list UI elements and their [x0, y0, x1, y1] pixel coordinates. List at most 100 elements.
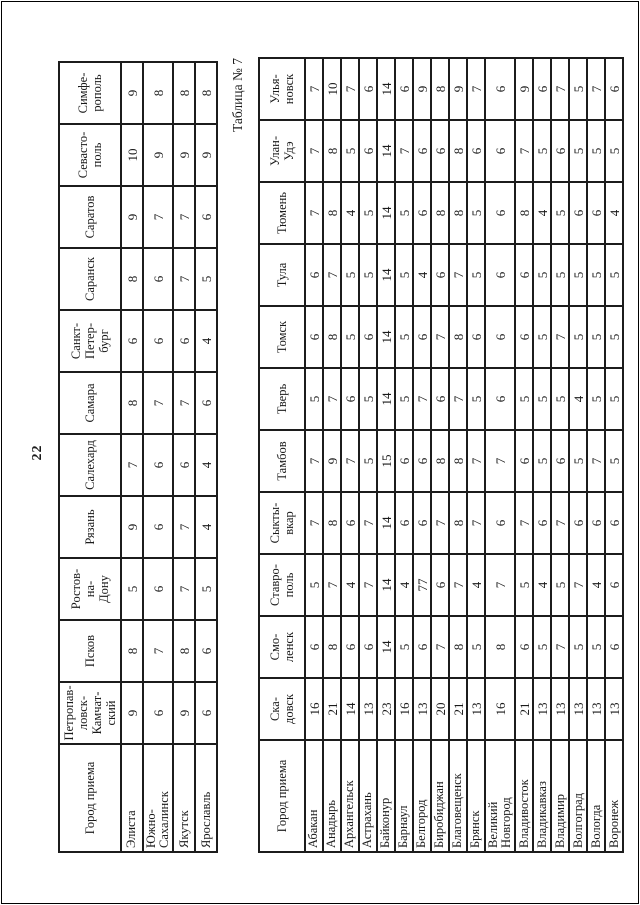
value-cell: 6 [413, 120, 431, 182]
row-label-cell: Владикавказ [533, 740, 552, 852]
value-cell: 6 [341, 368, 359, 430]
value-cell: 5 [605, 430, 624, 492]
value-cell: 6 [431, 554, 449, 616]
value-cell: 5 [359, 182, 377, 244]
value-cell: 5 [587, 368, 606, 430]
value-cell: 7 [305, 492, 323, 554]
value-cell: 5 [587, 616, 606, 678]
value-cell: 6 [551, 430, 570, 492]
value-cell: 7 [431, 492, 449, 554]
row-label-cell: Южно- Сахалинск [143, 744, 174, 852]
value-cell: 5 [395, 182, 413, 244]
value-cell: 6 [485, 120, 516, 182]
value-cell: 6 [605, 492, 624, 554]
table-row: Ярославль 6 6 5 4 4 6 4 5 6 9 8 [195, 62, 218, 852]
value-cell: 7 [515, 120, 534, 182]
value-cell: 7 [323, 368, 341, 430]
value-cell: 5 [605, 244, 624, 306]
value-cell: 6 [395, 492, 413, 554]
table-row: Владимир 13 7 5 7 6 5 7 5 5 6 7 [551, 58, 570, 852]
value-cell: 5 [395, 616, 413, 678]
value-cell: 8 [449, 492, 467, 554]
table-row: Астрахань 13 6 7 7 5 5 6 5 5 6 6 [359, 58, 377, 852]
value-cell: 5 [569, 306, 588, 368]
value-cell: 4 [395, 554, 413, 616]
value-cell: 6 [195, 186, 218, 248]
corner-header-cell: Город приема [259, 740, 305, 852]
value-cell: 7 [143, 620, 174, 682]
row-label-cell: Брянск [467, 740, 485, 852]
value-cell: 8 [323, 306, 341, 368]
value-cell: 7 [551, 492, 570, 554]
value-cell: 9 [173, 682, 196, 744]
column-header-cell: Ставро- поль [259, 554, 305, 616]
value-cell: 8 [449, 182, 467, 244]
value-cell: 9 [143, 124, 174, 186]
value-cell: 13 [467, 678, 485, 740]
value-cell: 6 [305, 244, 323, 306]
value-cell: 7 [359, 492, 377, 554]
value-cell: 5 [395, 368, 413, 430]
value-cell: 21 [515, 678, 534, 740]
value-cell: 6 [195, 620, 218, 682]
value-cell: 5 [551, 554, 570, 616]
value-cell: 23 [377, 678, 395, 740]
value-cell: 6 [359, 306, 377, 368]
value-cell: 4 [195, 434, 218, 496]
value-cell: 7 [173, 248, 196, 310]
row-label-cell: Владивосток [515, 740, 534, 852]
value-cell: 4 [533, 182, 552, 244]
value-cell: 8 [323, 182, 341, 244]
column-header-cell: Псков [59, 620, 121, 682]
value-cell: 7 [341, 58, 359, 120]
value-cell: 9 [121, 62, 143, 124]
value-cell: 8 [195, 62, 218, 124]
value-cell: 7 [395, 120, 413, 182]
value-cell: 5 [605, 368, 624, 430]
column-header-cell: Севасто- поль [59, 124, 121, 186]
value-cell: 5 [533, 244, 552, 306]
column-header-cell: Смо- ленск [259, 616, 305, 678]
value-cell: 4 [569, 368, 588, 430]
value-cell: 14 [377, 368, 395, 430]
value-cell: 6 [587, 492, 606, 554]
value-cell: 4 [533, 554, 552, 616]
table-row: Архангельск 14 6 4 6 7 6 5 5 4 5 7 [341, 58, 359, 852]
row-label-cell: Абакан [305, 740, 323, 852]
value-cell: 8 [449, 616, 467, 678]
column-header-cell: Тула [259, 244, 305, 306]
value-cell: 6 [515, 616, 534, 678]
value-cell: 6 [515, 430, 534, 492]
table-row: Элиста 9 8 5 9 7 8 6 8 9 10 9 [121, 62, 143, 852]
value-cell: 5 [533, 616, 552, 678]
value-cell: 9 [121, 186, 143, 248]
value-cell: 10 [323, 58, 341, 120]
row-label-cell: Белгород [413, 740, 431, 852]
table-row: Якутск 9 8 7 7 6 7 6 7 7 9 8 [173, 62, 196, 852]
column-header-cell: Санкт- Петер- бург [59, 310, 121, 372]
table-row: Биробиджан 20 7 6 7 8 6 7 6 8 6 8 [431, 58, 449, 852]
value-cell: 7 [341, 430, 359, 492]
value-cell: 9 [195, 124, 218, 186]
value-cell: 5 [551, 244, 570, 306]
header-row: Город приема Петропав- ловск- Камчат- ски… [59, 62, 121, 852]
row-label-cell: Великий Новгород [485, 740, 516, 852]
value-cell: 6 [359, 616, 377, 678]
value-cell: 7 [551, 58, 570, 120]
value-cell: 6 [485, 244, 516, 306]
value-cell: 6 [431, 368, 449, 430]
value-cell: 8 [449, 120, 467, 182]
value-cell: 8 [449, 430, 467, 492]
value-cell: 5 [533, 120, 552, 182]
value-cell: 5 [341, 244, 359, 306]
value-cell: 7 [587, 430, 606, 492]
value-cell: 10 [121, 124, 143, 186]
value-cell: 7 [173, 496, 196, 558]
value-cell: 6 [341, 616, 359, 678]
row-label-cell: Биробиджан [431, 740, 449, 852]
value-cell: 6 [143, 496, 174, 558]
column-header-cell: Тамбов [259, 430, 305, 492]
column-header-cell: Петропав- ловск- Камчат- ский [59, 682, 121, 744]
table-row: Благовещенск 21 8 7 8 8 7 8 7 8 8 9 [449, 58, 467, 852]
